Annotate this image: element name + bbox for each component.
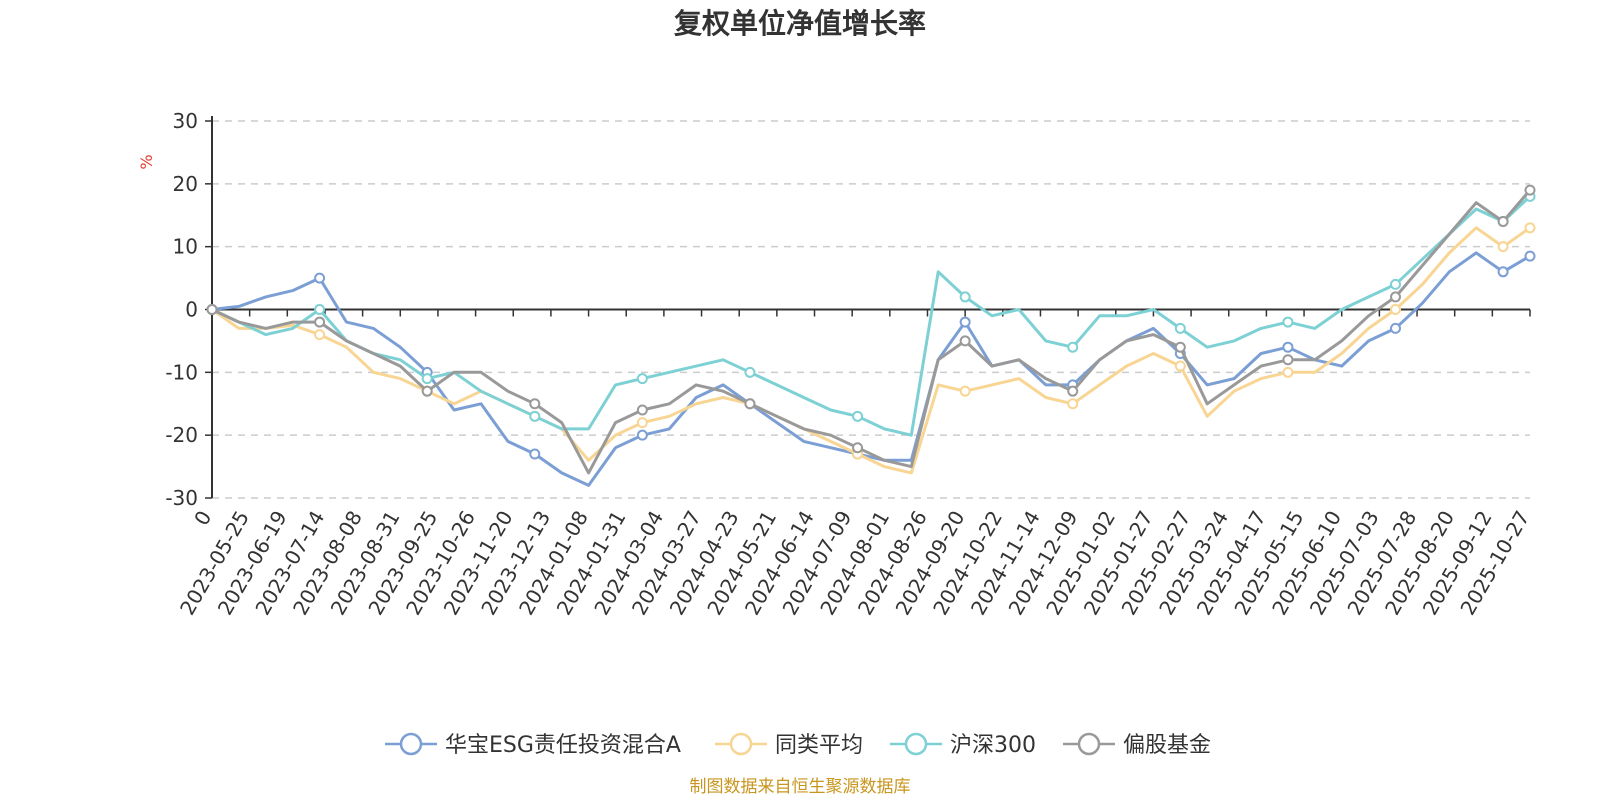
data-point xyxy=(1497,266,1509,278)
data-point xyxy=(1524,250,1536,262)
data-point xyxy=(206,304,218,315)
data-point xyxy=(529,410,541,422)
series-lines xyxy=(206,184,1536,487)
y-tick-label: 10 xyxy=(173,235,198,259)
source-note: 制图数据来自恒生聚源数据库 xyxy=(690,777,911,797)
data-point xyxy=(1282,341,1294,353)
data-point xyxy=(1282,366,1294,378)
data-point xyxy=(744,398,756,410)
data-point xyxy=(1390,278,1402,290)
data-point xyxy=(636,404,648,416)
data-point xyxy=(1497,216,1509,228)
y-tick-label: -10 xyxy=(165,360,198,384)
legend-label[interactable]: 华宝ESG责任投资混合A xyxy=(445,733,681,758)
data-point xyxy=(314,272,326,284)
data-point xyxy=(959,335,971,347)
data-point xyxy=(636,429,648,441)
data-point xyxy=(1524,222,1536,234)
y-tick-label: -20 xyxy=(165,423,198,447)
legend-marker-icon[interactable] xyxy=(399,732,423,756)
data-point xyxy=(1067,398,1079,410)
series-line-2 xyxy=(211,195,1532,437)
data-point xyxy=(636,373,648,385)
data-point xyxy=(852,442,864,454)
data-point xyxy=(1390,322,1402,334)
data-point xyxy=(1282,354,1294,366)
y-tick-label: 30 xyxy=(173,109,198,133)
data-point xyxy=(1067,341,1079,353)
data-point xyxy=(636,417,648,429)
y-tick-label: -30 xyxy=(165,486,198,510)
data-point xyxy=(529,398,541,410)
legend-label[interactable]: 偏股基金 xyxy=(1123,733,1211,758)
data-point xyxy=(1497,241,1509,253)
data-point xyxy=(1390,291,1402,303)
legend-marker-icon[interactable] xyxy=(904,732,928,756)
legend-label[interactable]: 沪深300 xyxy=(950,733,1036,758)
data-point xyxy=(314,316,326,328)
data-point xyxy=(314,304,326,315)
legend-marker-icon[interactable] xyxy=(1077,732,1101,756)
data-point xyxy=(852,410,864,422)
x-tick-label: 0 xyxy=(189,507,216,530)
data-point xyxy=(1524,184,1536,196)
data-point xyxy=(744,366,756,378)
data-point xyxy=(959,316,971,328)
y-axis-unit: % xyxy=(137,154,156,169)
data-point xyxy=(1282,316,1294,328)
chart-title: 复权单位净值增长率 xyxy=(674,7,926,40)
data-point xyxy=(959,385,971,397)
data-point xyxy=(959,291,971,303)
y-tick-label: 0 xyxy=(185,298,198,322)
data-point xyxy=(421,385,433,397)
data-point xyxy=(314,329,326,341)
data-point xyxy=(421,373,433,385)
data-point xyxy=(1390,304,1402,315)
legend-marker-icon[interactable] xyxy=(729,732,753,756)
legend-label[interactable]: 同类平均 xyxy=(775,733,863,758)
series-line-0 xyxy=(211,251,1531,487)
series-line-3 xyxy=(211,189,1532,475)
y-tick-label: 20 xyxy=(173,172,198,196)
data-point xyxy=(1067,385,1079,397)
data-point xyxy=(1174,341,1186,353)
data-point xyxy=(529,448,541,460)
data-point xyxy=(1174,360,1186,372)
data-point xyxy=(1174,322,1186,334)
legend[interactable]: 华宝ESG责任投资混合A 同类平均 沪深300 偏股基金 xyxy=(385,732,1211,758)
series-line-1 xyxy=(211,226,1531,475)
